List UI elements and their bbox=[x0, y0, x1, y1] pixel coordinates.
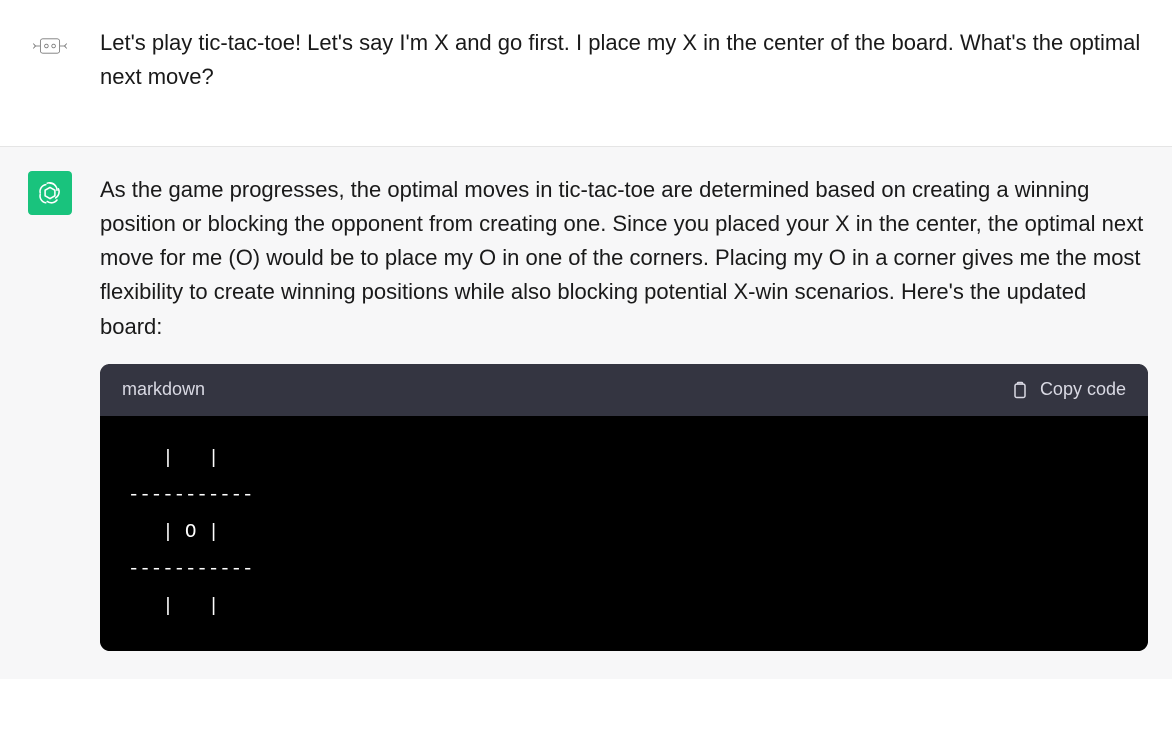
clipboard-icon bbox=[1010, 380, 1030, 400]
user-avatar bbox=[28, 24, 72, 68]
user-message: Let's play tic-tac-toe! Let's say I'm X … bbox=[0, 0, 1172, 147]
assistant-avatar bbox=[28, 171, 72, 215]
user-message-text: Let's play tic-tac-toe! Let's say I'm X … bbox=[100, 26, 1148, 94]
user-avatar-icon bbox=[32, 35, 68, 57]
code-language-label: markdown bbox=[122, 376, 205, 404]
openai-logo-icon bbox=[36, 179, 64, 207]
copy-code-button[interactable]: Copy code bbox=[1010, 379, 1126, 400]
user-message-content: Let's play tic-tac-toe! Let's say I'm X … bbox=[100, 24, 1156, 106]
code-block-header: markdown Copy code bbox=[100, 364, 1148, 416]
copy-code-label: Copy code bbox=[1040, 379, 1126, 400]
code-block-body: | | ----------- | O | ----------- | | bbox=[100, 416, 1148, 651]
assistant-message-content: As the game progresses, the optimal move… bbox=[100, 171, 1156, 651]
code-block: markdown Copy code | | ----------- | O |… bbox=[100, 364, 1148, 651]
assistant-message: As the game progresses, the optimal move… bbox=[0, 147, 1172, 679]
assistant-message-text: As the game progresses, the optimal move… bbox=[100, 173, 1148, 343]
